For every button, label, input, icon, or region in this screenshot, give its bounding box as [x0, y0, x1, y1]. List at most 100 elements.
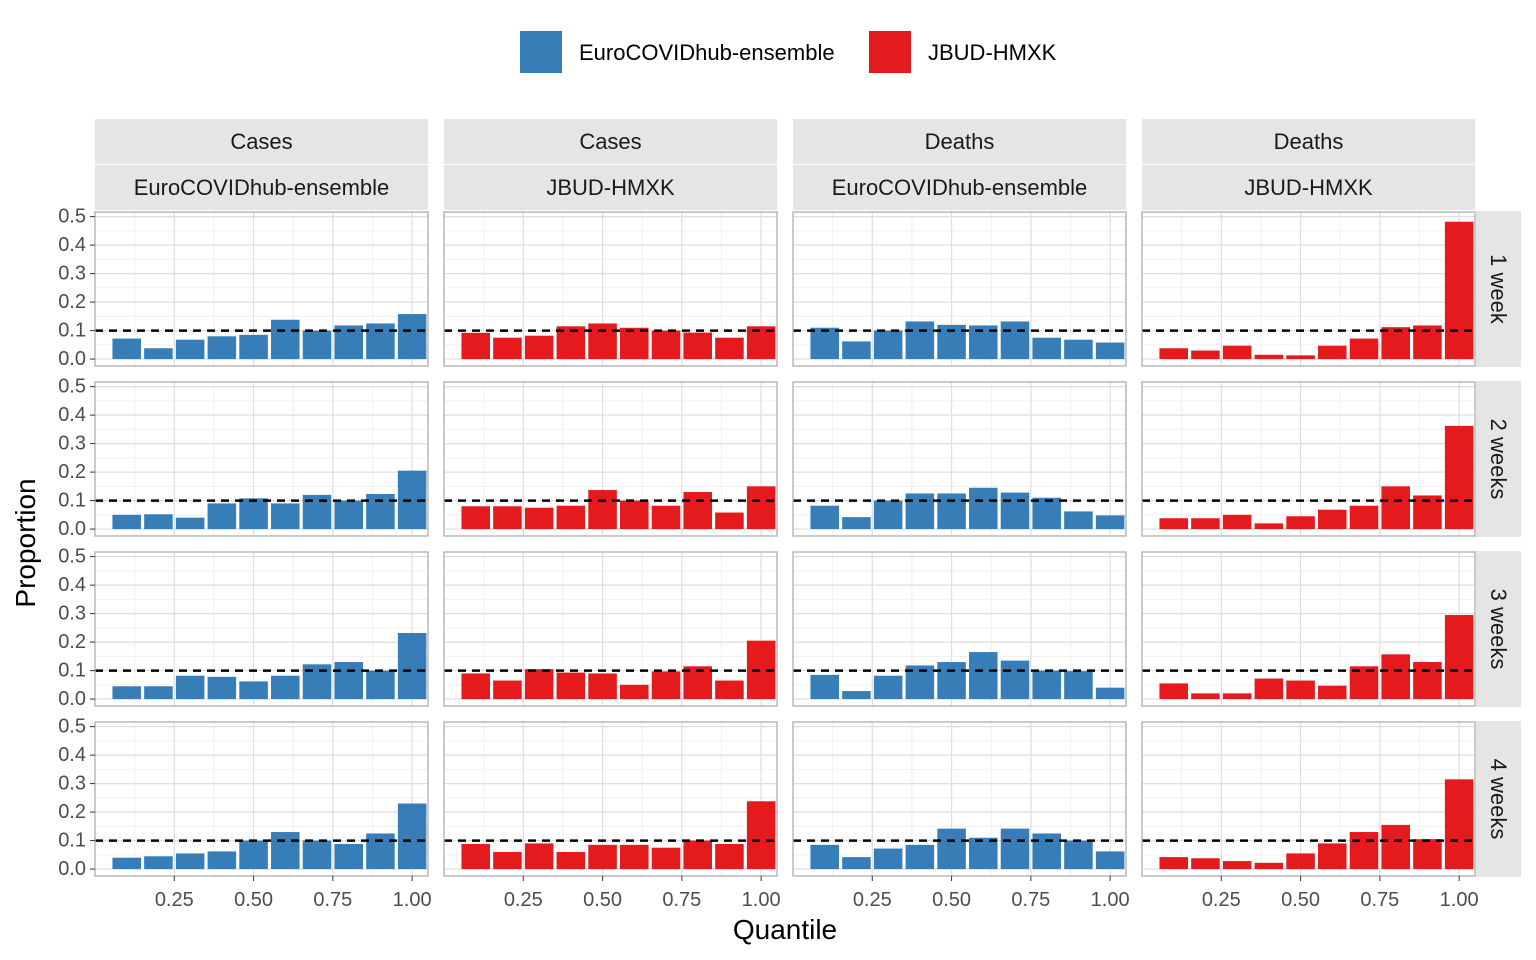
panel-border: [792, 381, 1127, 537]
x-axis-title: Quantile: [733, 914, 837, 945]
y-tick-label: 0.1: [58, 830, 86, 852]
histogram-bar: [715, 512, 744, 530]
histogram-bar: [144, 514, 173, 530]
histogram-bar: [1064, 339, 1093, 360]
facet-panel: [792, 721, 1127, 877]
facet-panel: [94, 551, 429, 707]
histogram-bar: [1000, 660, 1030, 700]
histogram-bar: [810, 674, 839, 700]
facet-panel: [1141, 211, 1476, 367]
histogram-bar: [1000, 828, 1030, 870]
panel-border: [792, 721, 1127, 877]
histogram-bar: [144, 686, 173, 700]
histogram-bar: [873, 848, 903, 870]
histogram-bar: [1064, 840, 1093, 870]
histogram-bar: [175, 517, 205, 530]
histogram-bar: [144, 348, 173, 360]
facet-panel: [443, 211, 778, 367]
histogram-bar: [302, 840, 332, 870]
panel-border: [94, 551, 429, 707]
y-tick-label: 0.0: [58, 688, 86, 710]
histogram-bar: [969, 487, 998, 530]
histogram-bar: [175, 675, 205, 700]
histogram-bar: [1444, 425, 1474, 530]
panel-border: [1141, 551, 1476, 707]
x-tick-label: 0.25: [853, 889, 892, 911]
x-tick-label: 1.00: [1091, 889, 1130, 911]
legend-label-jbud: JBUD-HMXK: [928, 40, 1057, 65]
panel-border: [443, 381, 778, 537]
histogram-bar: [620, 500, 649, 530]
histogram-bar: [746, 486, 776, 530]
y-tick-label: 0.0: [58, 348, 86, 370]
histogram-bar: [842, 857, 871, 870]
facet-strip-variable: Cases: [230, 129, 292, 154]
histogram-bar: [1254, 862, 1284, 870]
y-tick-label: 0.1: [58, 660, 86, 682]
histogram-bar: [969, 837, 998, 870]
facet-strip-model: [444, 165, 777, 210]
histogram-bar: [842, 341, 871, 360]
y-tick-label: 0.4: [58, 744, 86, 766]
histogram-bar: [905, 321, 935, 360]
histogram-bar: [175, 853, 205, 870]
histogram-bar: [556, 672, 586, 700]
histogram-bar: [810, 327, 839, 360]
histogram-bar: [1032, 670, 1061, 700]
histogram-bar: [524, 507, 554, 530]
x-tick-label: 0.50: [1281, 889, 1320, 911]
facet-panel: [443, 381, 778, 537]
y-tick-label: 0.4: [58, 404, 86, 426]
x-tick-label: 0.75: [313, 889, 352, 911]
histogram-bar: [271, 675, 300, 700]
histogram-bar: [1032, 833, 1061, 870]
histogram-bar: [493, 506, 522, 530]
histogram-bar: [1222, 514, 1252, 530]
histogram-bar: [651, 330, 681, 360]
histogram-bar: [366, 833, 395, 870]
histogram-bar: [1032, 497, 1061, 530]
histogram-bar: [1349, 832, 1379, 870]
facet-panel: [94, 721, 429, 877]
histogram-bar: [271, 319, 300, 360]
facet-strip-model: [793, 165, 1126, 210]
histogram-bar: [112, 686, 141, 700]
histogram-bar: [1413, 662, 1442, 700]
histogram-bar: [1381, 824, 1410, 870]
facet-panel: [1141, 381, 1476, 537]
histogram-bar: [1000, 492, 1030, 530]
facet-strip-top: [444, 119, 777, 164]
histogram-bar: [651, 671, 681, 700]
facet-strip-horizon-label: 1 week: [1486, 254, 1511, 325]
facet-strip-model-label: JBUD-HMXK: [1244, 175, 1373, 200]
histogram-bar: [1286, 853, 1315, 870]
histogram-bar: [207, 676, 237, 700]
histogram-bar: [1444, 779, 1474, 870]
histogram-bar: [588, 490, 617, 530]
histogram-bar: [1159, 348, 1188, 360]
histogram-bar: [271, 503, 300, 530]
y-tick-label: 0.2: [58, 631, 86, 653]
histogram-bar: [1444, 615, 1474, 700]
histogram-bar: [493, 337, 522, 360]
x-tick-label: 0.25: [504, 889, 543, 911]
histogram-bar: [1444, 221, 1474, 360]
histogram-bar: [144, 856, 173, 870]
facet-strip-horizon: [1476, 721, 1521, 877]
facet-strip-horizon-label: 2 weeks: [1486, 419, 1511, 500]
histogram-bar: [1191, 518, 1220, 530]
y-tick-label: 0.4: [58, 574, 86, 596]
histogram-bar: [239, 498, 268, 530]
histogram-bar: [905, 844, 935, 870]
x-tick-label: 1.00: [742, 889, 781, 911]
facet-panel: [443, 721, 778, 877]
facet-panel: [1141, 551, 1476, 707]
histogram-bar: [905, 493, 935, 530]
histogram-bar: [1349, 338, 1379, 360]
histogram-bar: [239, 840, 268, 870]
histogram-bar: [1381, 486, 1410, 530]
histogram-bar: [715, 680, 744, 700]
histogram-bar: [1000, 321, 1030, 360]
histogram-bar: [1095, 342, 1125, 360]
